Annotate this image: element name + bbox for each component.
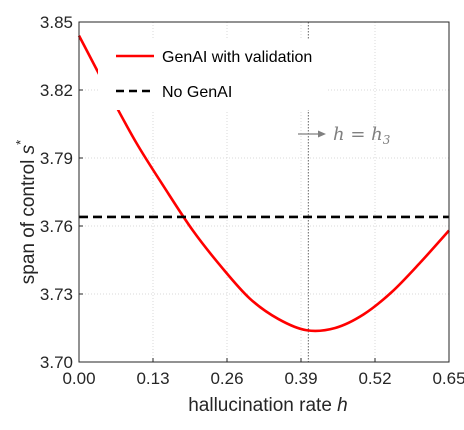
x-ticks: 0.00 0.13 0.26 0.39 0.52 0.65 [62, 358, 464, 388]
annotation: h = h3 [298, 124, 391, 147]
y-tick-label: 3.85 [40, 13, 73, 32]
plot-series [77, 34, 450, 333]
legend: GenAI with validation No GenAI [98, 40, 328, 110]
x-tick-label: 0.52 [358, 369, 391, 388]
plot-frame [78, 21, 450, 363]
y-tick-label: 3.73 [40, 285, 73, 304]
annotation-arrow-head [318, 130, 326, 138]
x-tick-label: 0.39 [284, 369, 317, 388]
y-tick-label: 3.79 [40, 149, 73, 168]
legend-box [98, 40, 328, 110]
legend-label-no-genai: No GenAI [162, 84, 232, 101]
y-ticks: 3.70 3.73 3.76 3.79 3.82 3.85 [40, 13, 83, 372]
annotation-label: h = h3 [333, 124, 391, 147]
y-axis-label: span of control s* [13, 140, 39, 284]
y-tick-label: 3.76 [40, 217, 73, 236]
y-tick-label: 3.82 [40, 81, 73, 100]
x-tick-label: 0.26 [210, 369, 243, 388]
legend-label-genai: GenAI with validation [162, 49, 312, 66]
x-tick-label: 0.00 [62, 369, 95, 388]
series-line-genai-with-validation [77, 34, 450, 333]
x-axis-label: hallucination rate h [188, 395, 348, 416]
x-tick-label: 0.13 [136, 369, 169, 388]
y-tick-label: 3.70 [40, 353, 73, 372]
x-tick-label: 0.65 [432, 369, 464, 388]
